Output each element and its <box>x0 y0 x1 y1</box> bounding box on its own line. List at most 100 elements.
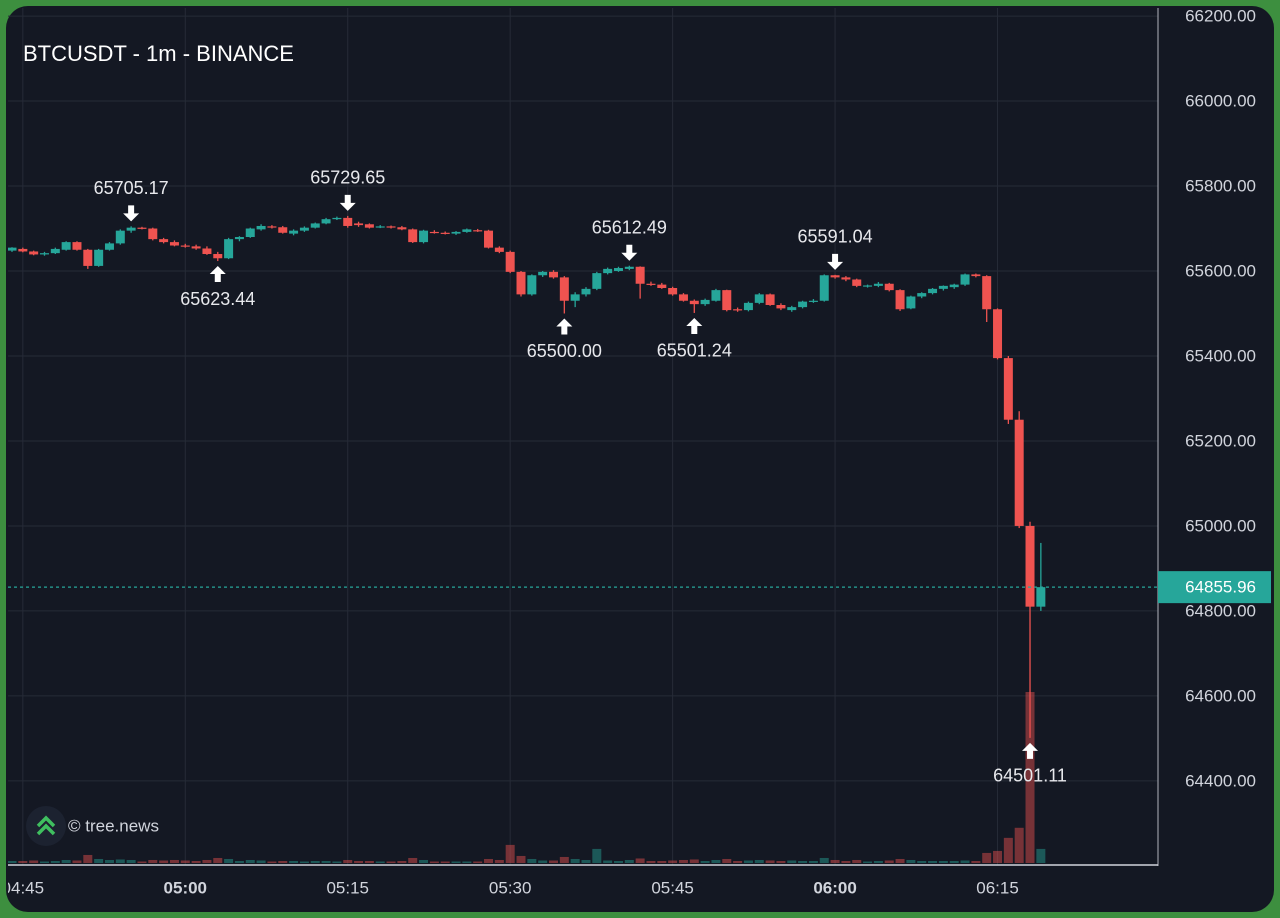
candle-body <box>462 229 472 232</box>
volume-bar <box>733 860 743 863</box>
volume-bar <box>884 860 894 863</box>
candle-body <box>321 219 331 224</box>
candle-body <box>94 249 104 266</box>
candle-body <box>635 266 645 284</box>
volume-bar <box>159 860 169 863</box>
x-tick-label: 05:45 <box>651 878 694 897</box>
candle-body <box>516 271 526 295</box>
candle-body <box>159 239 169 243</box>
candle-body <box>808 300 818 302</box>
volume-bar <box>516 855 526 863</box>
candle-body <box>408 229 418 243</box>
candle-body <box>278 227 288 233</box>
x-tick-label: 05:30 <box>489 878 532 897</box>
volume-bar <box>581 859 591 863</box>
annotation-arrow <box>556 318 573 335</box>
volume-bar <box>982 852 992 863</box>
candle-body <box>873 283 883 286</box>
annotation-label: 64501.11 <box>993 766 1067 786</box>
candle-body <box>971 274 981 277</box>
candle-body <box>993 309 1003 359</box>
volume-bar <box>191 860 201 863</box>
candle-body <box>224 239 234 259</box>
candle-body <box>332 217 342 220</box>
candle-body <box>256 225 266 230</box>
candle-body <box>711 290 721 301</box>
volume-bar <box>8 860 17 863</box>
candle-body <box>61 242 71 250</box>
volume-bar <box>213 857 223 863</box>
candle-body <box>213 254 223 259</box>
volume-bar <box>137 861 147 863</box>
volume-bar <box>375 861 385 863</box>
candle-body <box>494 247 504 252</box>
annotation-arrow <box>339 194 356 211</box>
candle-body <box>884 283 894 291</box>
candle-body <box>733 309 743 311</box>
volume-bar <box>484 858 494 863</box>
candle-body <box>906 296 916 309</box>
candle-body <box>938 285 948 289</box>
volume-bar <box>722 858 732 863</box>
candle-body <box>928 288 938 294</box>
candle-body <box>776 304 786 309</box>
volume-bar <box>971 860 981 863</box>
volume-bar <box>61 859 71 863</box>
volume-bar <box>873 860 883 863</box>
candle-body <box>169 242 179 246</box>
candle-body <box>527 275 537 295</box>
y-tick-label: 66200.00 <box>1185 7 1256 26</box>
candle-body <box>289 230 299 234</box>
candle-body <box>473 230 483 232</box>
candle-body <box>570 294 580 301</box>
candle-body <box>202 248 212 255</box>
candle-body <box>50 248 60 254</box>
watermark: © tree.news <box>68 816 159 835</box>
last-price-tag <box>1158 571 1271 604</box>
candle-body <box>592 273 602 289</box>
candle-body <box>299 227 309 231</box>
volume-bar <box>657 860 667 863</box>
volume-bar <box>1003 837 1013 863</box>
volume-bar <box>949 860 959 863</box>
x-tick-label: 06:00 <box>813 878 856 897</box>
candle-body <box>754 294 764 303</box>
candle-body <box>310 223 320 228</box>
volume-bar <box>1036 848 1046 863</box>
volume-bar <box>798 860 808 863</box>
volume-bar <box>549 860 558 863</box>
annotation-arrow <box>621 244 638 261</box>
x-tick-label: 05:00 <box>164 878 207 897</box>
volume-bar <box>765 860 775 863</box>
volume-bar <box>50 860 60 863</box>
candle-body <box>180 245 190 247</box>
volume-bar <box>895 858 905 863</box>
candle-body <box>148 228 158 240</box>
volume-bar <box>83 854 93 863</box>
volume-bar <box>960 860 970 863</box>
candle-body <box>115 230 125 244</box>
candle-body <box>451 231 461 234</box>
volume-bar <box>787 860 797 863</box>
candle-body <box>137 227 147 229</box>
volume-bar <box>332 861 342 863</box>
volume-bar <box>180 860 190 863</box>
volume-bar <box>440 861 450 863</box>
volume-bar <box>364 860 374 863</box>
candle-body <box>841 277 851 280</box>
volume-bar <box>278 860 288 863</box>
candle-body <box>1025 525 1035 607</box>
volume-bar <box>993 850 1003 863</box>
annotation-label: 65612.49 <box>592 217 667 237</box>
candle-body <box>646 283 656 285</box>
volume-bar <box>429 861 439 863</box>
volume-bar <box>689 859 699 863</box>
annotation-arrow <box>1022 742 1039 759</box>
candle-body <box>364 224 374 228</box>
candle-body <box>397 227 407 230</box>
y-tick-label: 65800.00 <box>1185 177 1256 196</box>
volume-bar <box>527 858 537 863</box>
volume-bar <box>343 859 353 863</box>
annotation-label: 65500.00 <box>527 341 602 361</box>
volume-bar <box>126 859 136 863</box>
